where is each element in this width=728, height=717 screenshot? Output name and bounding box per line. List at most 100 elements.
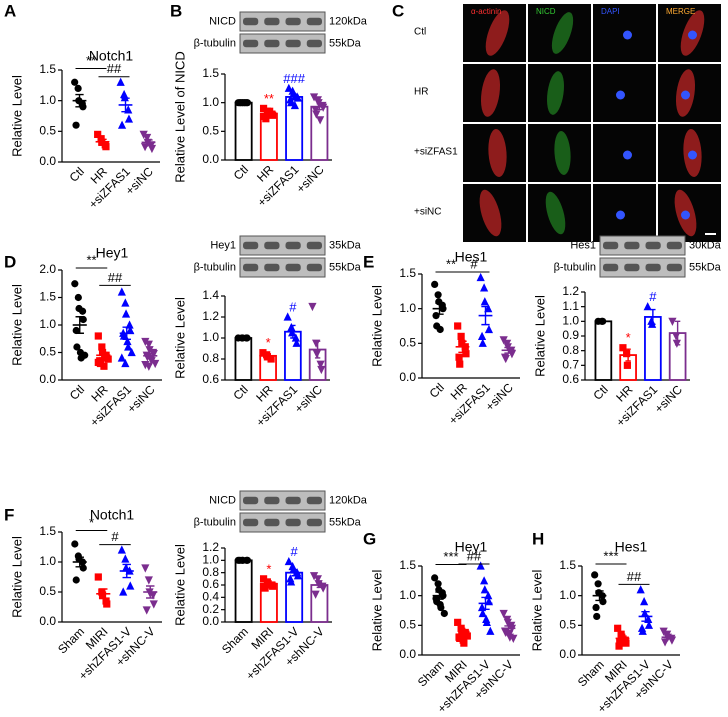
data-point (319, 584, 328, 593)
blot-band (264, 518, 280, 527)
y-tick-label: 1.5 (39, 62, 56, 76)
data-point (593, 612, 601, 621)
blot-band (243, 263, 259, 272)
data-point (284, 83, 293, 92)
data-point (440, 609, 448, 618)
y-tick-label: 1.0 (202, 330, 219, 344)
data-point (144, 362, 153, 371)
significance-label: * (266, 561, 271, 576)
y-axis-label: Relative Level (9, 75, 24, 157)
error-bar (625, 348, 631, 362)
data-point (501, 354, 510, 364)
data-point (72, 576, 80, 584)
data-point (309, 572, 319, 581)
data-point (599, 598, 607, 606)
error-bar (435, 591, 444, 600)
blot-band (306, 39, 322, 48)
data-point (119, 331, 129, 340)
data-point (456, 360, 464, 368)
row-label: +siNC (414, 207, 442, 218)
data-point (144, 340, 153, 349)
data-point (120, 93, 129, 102)
data-point (619, 344, 627, 352)
y-tick-label: 0.8 (562, 343, 579, 357)
blot-label: Hey1 (210, 239, 236, 251)
data-point (126, 325, 135, 335)
error-bar (458, 631, 467, 637)
data-point (668, 317, 677, 326)
data-point (284, 556, 293, 566)
data-point (482, 617, 491, 626)
data-point (121, 309, 131, 318)
significance-label: # (649, 289, 657, 304)
data-point (117, 120, 127, 129)
x-tick-label: Ctl (590, 382, 610, 402)
y-tick-label: 1.0 (202, 553, 219, 567)
x-tick-label: +siNC (292, 382, 325, 415)
data-point (117, 287, 126, 296)
data-point (288, 328, 297, 337)
blot-label: β-tubulin (194, 37, 236, 49)
blot-size: 55kDa (329, 37, 362, 49)
data-point (592, 603, 600, 612)
y-tick-label: 1.5 (39, 524, 56, 538)
data-point (292, 338, 301, 347)
data-point (151, 359, 160, 369)
error-bar (98, 138, 107, 145)
y-tick-label: 1.2 (202, 309, 219, 323)
blot-band (624, 263, 640, 272)
blot-strip (239, 512, 326, 533)
data-point (431, 574, 439, 582)
x-tick-label: Ctl (230, 382, 250, 402)
y-tick-label: 1.0 (202, 95, 219, 109)
data-point (141, 337, 150, 347)
blot-band (285, 39, 301, 48)
error-bar (481, 596, 490, 611)
error-bar (75, 93, 84, 108)
y-tick-label: 1.0 (39, 554, 56, 568)
data-point (478, 338, 487, 347)
error-bar (481, 305, 490, 326)
x-tick-label: Sham (55, 624, 87, 656)
significance-label: ** (86, 53, 96, 68)
error-bar (664, 634, 673, 640)
panel-letter: F (4, 505, 14, 524)
blot-band (243, 39, 259, 48)
data-point (98, 591, 107, 599)
cell-stain (547, 71, 564, 115)
blot-size: 120kDa (329, 494, 368, 506)
row-label: Ctl (414, 27, 426, 38)
blot-strip (239, 33, 326, 54)
nucleus (623, 30, 632, 40)
data-point (672, 339, 681, 348)
y-tick-label: 1.2 (562, 284, 579, 298)
blot-band (285, 496, 301, 505)
chart-title: Notch1 (89, 48, 134, 64)
blot-label: β-tubulin (554, 261, 596, 273)
data-point (103, 600, 111, 608)
nucleus (688, 30, 697, 40)
y-axis-label: Relative Level of NICD (172, 51, 187, 183)
data-point (147, 144, 157, 154)
blot-band (264, 17, 280, 26)
y-tick-label: 0.5 (39, 584, 56, 598)
data-point (72, 326, 80, 335)
blot-size: 55kDa (329, 516, 362, 528)
data-point (615, 642, 623, 650)
data-point (145, 346, 154, 355)
data-point (102, 143, 110, 151)
data-point (236, 556, 244, 564)
data-point (622, 639, 630, 647)
data-point (123, 336, 132, 346)
blot-strip (239, 235, 326, 256)
blot-strip (239, 11, 326, 32)
bar (310, 105, 329, 161)
significance-label: ## (467, 548, 482, 563)
data-point (117, 353, 126, 362)
data-point (312, 110, 321, 119)
data-point (293, 571, 303, 580)
